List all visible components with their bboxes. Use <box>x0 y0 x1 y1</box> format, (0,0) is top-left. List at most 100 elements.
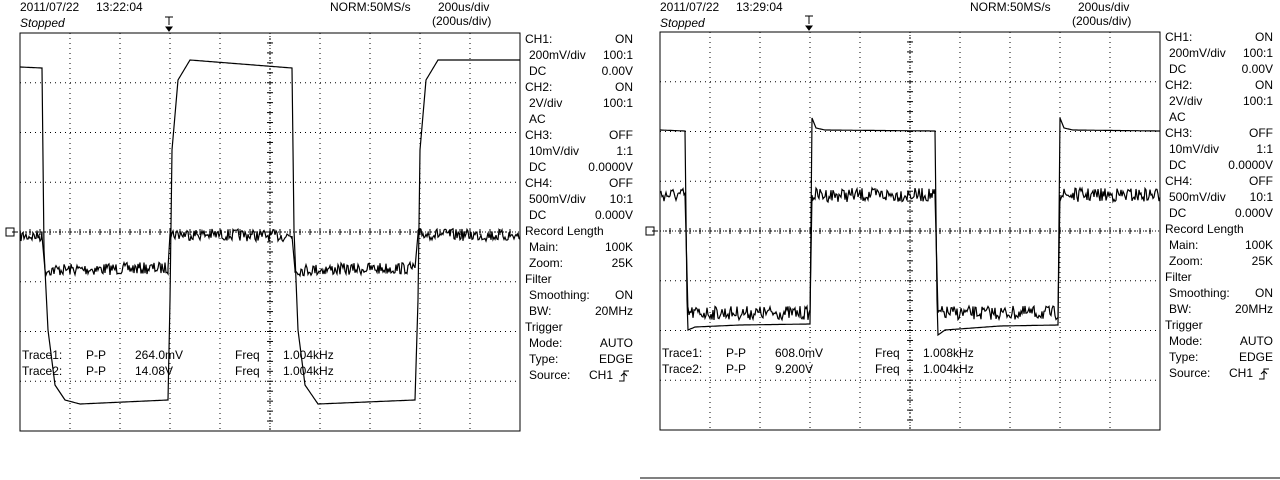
trace-name: Trace1: <box>662 346 702 360</box>
trace-name: Trace1: <box>22 348 62 362</box>
panel-label: Zoom: <box>529 256 563 270</box>
acquisition-mode: NORM:50MS/s <box>330 0 411 14</box>
panel-value: 1:1 <box>616 144 633 158</box>
measure-type: P-P <box>86 348 106 362</box>
panel-heading-value: OFF <box>1249 174 1273 188</box>
panel-heading: CH2: <box>1165 78 1192 92</box>
timebase: 200us/div <box>1078 0 1129 14</box>
panel-label: Main: <box>1169 238 1198 252</box>
panel-value: 100:1 <box>1243 46 1273 60</box>
panel-value: 0.0000V <box>588 160 633 174</box>
panel-value: 10:1 <box>610 192 634 206</box>
measure-type: P-P <box>86 364 106 378</box>
panel-value: 0.000V <box>1235 206 1273 220</box>
freq-label: Freq <box>875 346 900 360</box>
panel-value: 100:1 <box>1243 94 1273 108</box>
level-marker <box>645 226 658 236</box>
date: 2011/07/22 <box>20 0 79 14</box>
freq-value: 1.004kHz <box>283 348 334 362</box>
time: 13:29:04 <box>736 0 783 14</box>
panel-value: 100:1 <box>603 96 633 110</box>
panel-label: 10mV/div <box>1169 142 1219 156</box>
panel-value: 0.0000V <box>1228 158 1273 172</box>
panel-heading: CH3: <box>1165 126 1192 140</box>
panel-value: EDGE <box>1239 350 1273 364</box>
panel-heading: Filter <box>1165 270 1192 284</box>
measure-value: 14.08V <box>135 364 173 378</box>
panel-heading: CH1: <box>1165 30 1192 44</box>
panel-value: 100:1 <box>603 48 633 62</box>
panel-value: EDGE <box>599 352 633 366</box>
panel-heading: Filter <box>525 272 552 286</box>
panel-label: 500mV/div <box>529 192 586 206</box>
panel-label: Type: <box>1169 350 1198 364</box>
panel-value: 0.000V <box>595 208 633 222</box>
trigger-marker <box>805 15 813 31</box>
panel-heading-value: ON <box>615 32 633 46</box>
panel-label: DC <box>1169 206 1187 220</box>
panel-label: Source: <box>529 368 570 382</box>
panel-label: Mode: <box>1169 334 1202 348</box>
panel-heading: CH4: <box>1165 174 1192 188</box>
trace-name: Trace2: <box>662 362 702 376</box>
freq-label: Freq <box>235 364 260 378</box>
panel-value: 25K <box>612 256 633 270</box>
panel-value: 100K <box>605 240 633 254</box>
panel-heading: Record Length <box>1165 222 1244 236</box>
panel-value: ON <box>1255 286 1273 300</box>
waveform <box>19 227 521 278</box>
trace-name: Trace2: <box>22 364 62 378</box>
measure-value: 608.0mV <box>775 346 823 360</box>
zoom-timebase: (200us/div) <box>1072 14 1131 28</box>
panel-label: 2V/div <box>1169 94 1202 108</box>
panel-label: DC <box>529 208 547 222</box>
waveform <box>20 59 520 405</box>
panel-value: 100K <box>1245 238 1273 252</box>
freq-label: Freq <box>235 348 260 362</box>
panel-label: 10mV/div <box>529 144 579 158</box>
edge-icon <box>1259 368 1269 380</box>
panel-label: BW: <box>1169 302 1191 316</box>
date: 2011/07/22 <box>660 0 719 14</box>
panel-heading: Trigger <box>525 320 563 334</box>
panel-value: AUTO <box>600 336 633 350</box>
panel-heading: CH1: <box>525 32 552 46</box>
panel-heading: Record Length <box>525 224 604 238</box>
time: 13:22:04 <box>96 0 143 14</box>
acquisition-mode: NORM:50MS/s <box>970 0 1051 14</box>
measure-type: P-P <box>726 346 746 360</box>
panel-heading-value: OFF <box>609 176 633 190</box>
panel-value: CH1 <box>589 368 613 382</box>
zoom-timebase: (200us/div) <box>432 14 491 28</box>
freq-label: Freq <box>875 362 900 376</box>
panel-value: AUTO <box>1240 334 1273 348</box>
panel-label: DC <box>529 64 547 78</box>
panel-heading-value: ON <box>615 80 633 94</box>
panel-label: BW: <box>529 304 551 318</box>
trigger-marker <box>165 16 173 32</box>
panel-value: ON <box>615 288 633 302</box>
panel-label: Source: <box>1169 366 1210 380</box>
status: Stopped <box>660 16 705 30</box>
panel-label: DC <box>1169 62 1187 76</box>
panel-heading: CH3: <box>525 128 552 142</box>
scope-screen: 2011/07/22 13:29:04 Stopped NORM:50MS/s 200u… <box>645 0 1273 431</box>
panel-label: Zoom: <box>1169 254 1203 268</box>
panel-value: 20MHz <box>1235 302 1273 316</box>
panel-heading-value: OFF <box>609 128 633 142</box>
panel-heading-value: ON <box>1255 78 1273 92</box>
panel-value: 1:1 <box>1256 142 1273 156</box>
freq-value: 1.008kHz <box>923 346 974 360</box>
panel-value: 0.00V <box>602 64 633 78</box>
panel-value: 0.00V <box>1242 62 1273 76</box>
panel-value: CH1 <box>1229 366 1253 380</box>
panel-label: DC <box>1169 158 1187 172</box>
panel-heading: CH4: <box>525 176 552 190</box>
freq-value: 1.004kHz <box>283 364 334 378</box>
level-marker <box>5 227 18 237</box>
panel-label: 200mV/div <box>529 48 586 62</box>
panel-label: 200mV/div <box>1169 46 1226 60</box>
waveform <box>660 117 1160 337</box>
scope-screen: 2011/07/22 13:22:04 Stopped NORM:50MS/s 200u… <box>5 0 634 432</box>
